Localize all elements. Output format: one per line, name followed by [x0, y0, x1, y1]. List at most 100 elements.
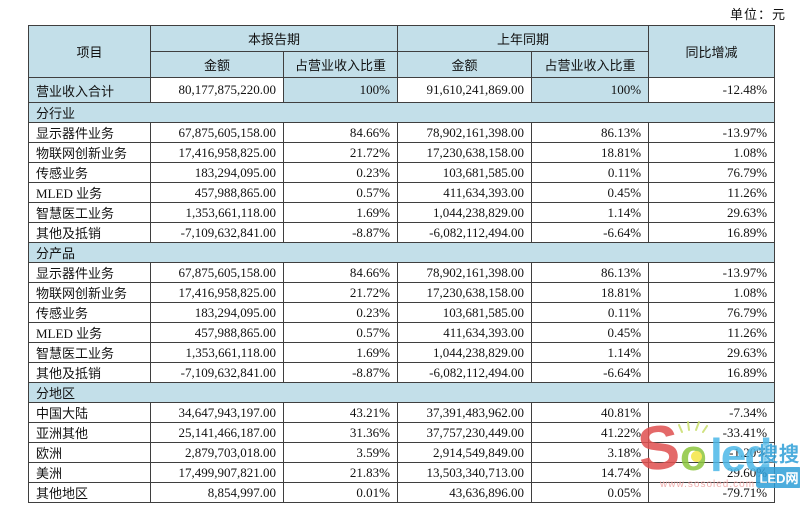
table-row: 显示器件业务 67,875,605,158.00 84.66% 78,902,161,…: [28, 122, 776, 143]
cell-prior-share: 3.18%: [531, 442, 650, 463]
section-header: 分地区: [27, 382, 776, 403]
cell-prior-amount: 91,610,241,869.00: [397, 77, 533, 103]
cell-current-amount: 17,416,958,825.00: [150, 142, 284, 163]
cell-current-amount: 457,988,865.00: [150, 182, 284, 203]
row-label: 传感业务: [28, 302, 151, 323]
cell-current-amount: 67,875,605,158.00: [150, 262, 284, 283]
cell-prior-share: 86.13%: [531, 262, 650, 283]
cell-prior-amount: -6,082,112,494.00: [397, 362, 533, 383]
cell-yoy-change: -33.41%: [648, 422, 776, 443]
cell-current-share: 43.21%: [282, 402, 399, 423]
cell-current-amount: 8,854,997.00: [150, 482, 284, 503]
row-label: 其他地区: [28, 482, 151, 503]
cell-current-amount: 25,141,466,187.00: [150, 422, 284, 443]
cell-yoy-change: -13.97%: [648, 262, 776, 283]
cell-yoy-change: 16.89%: [648, 362, 776, 383]
cell-yoy-change: -13.97%: [648, 122, 776, 143]
cell-prior-amount: 2,914,549,849.00: [397, 442, 533, 463]
cell-yoy-change: 1.08%: [648, 142, 776, 163]
table-row: 其他地区 8,854,997.00 0.01% 43,636,896.00 0.05% -…: [28, 482, 776, 503]
row-label: 其他及抵销: [28, 362, 151, 383]
cell-current-share: 0.23%: [282, 162, 399, 183]
cell-current-share: 21.72%: [282, 142, 399, 163]
cell-current-amount: 34,647,943,197.00: [150, 402, 284, 423]
cell-prior-share: -6.64%: [531, 362, 650, 383]
cell-current-share: 100%: [282, 77, 399, 103]
cell-current-share: 21.72%: [282, 282, 399, 303]
table-row: 其他及抵销 -7,109,632,841.00 -8.87% -6,082,112,4…: [28, 222, 776, 243]
cell-prior-share: -6.64%: [531, 222, 650, 243]
cell-current-share: 21.83%: [282, 462, 399, 483]
table-row: 物联网创新业务 17,416,958,825.00 21.72% 17,230,638…: [28, 282, 776, 303]
cell-current-amount: 457,988,865.00: [150, 322, 284, 343]
unit-label: 单位：元: [729, 7, 786, 22]
table-row: MLED 业务 457,988,865.00 0.57% 411,634,393.00…: [28, 182, 776, 203]
table-row: 智慧医工业务 1,353,661,118.00 1.69% 1,044,238,829…: [28, 202, 776, 223]
table-row: 分地区: [27, 382, 776, 403]
col-header-item: 项目: [28, 25, 151, 78]
cell-current-amount: -7,109,632,841.00: [150, 222, 284, 243]
cell-prior-amount: 17,230,638,158.00: [397, 282, 533, 303]
cell-current-share: 0.57%: [282, 322, 399, 343]
cell-prior-amount: -6,082,112,494.00: [397, 222, 533, 243]
cell-current-amount: 1,353,661,118.00: [150, 202, 284, 223]
cell-current-share: -8.87%: [282, 362, 399, 383]
table-row: 中国大陆 34,647,943,197.00 43.21% 37,391,483,96…: [28, 402, 776, 423]
cell-current-share: 31.36%: [282, 422, 399, 443]
table-row: 传感业务 183,294,095.00 0.23% 103,681,585.00 0.1…: [28, 162, 776, 183]
row-label: 欧洲: [28, 442, 151, 463]
col-header-prior-period: 上年同期: [397, 25, 650, 52]
cell-prior-share: 86.13%: [531, 122, 650, 143]
cell-current-share: 0.01%: [282, 482, 399, 503]
row-label: 显示器件业务: [28, 122, 151, 143]
cell-prior-amount: 1,044,238,829.00: [397, 342, 533, 363]
cell-prior-share: 40.81%: [531, 402, 650, 423]
table-row: 智慧医工业务 1,353,661,118.00 1.69% 1,044,238,829…: [28, 342, 776, 363]
cell-yoy-change: -1.20%: [648, 442, 776, 463]
report-table: 项目 本报告期 上年同期 同比增减 金额 占营业收入比重 金额 占营业收入比重 营业收入合计 80…: [27, 25, 776, 503]
row-label: 物联网创新业务: [28, 142, 151, 163]
cell-current-amount: 183,294,095.00: [150, 162, 284, 183]
col-header-share-prior: 占营业收入比重: [531, 51, 650, 78]
cell-prior-amount: 43,636,896.00: [397, 482, 533, 503]
cell-yoy-change: 76.79%: [648, 162, 776, 183]
table-row: 美洲 17,499,907,821.00 21.83% 13,503,340,713.…: [28, 462, 776, 483]
cell-prior-share: 41.22%: [531, 422, 650, 443]
cell-prior-amount: 411,634,393.00: [397, 182, 533, 203]
cell-current-share: 84.66%: [282, 122, 399, 143]
cell-prior-amount: 37,391,483,962.00: [397, 402, 533, 423]
cell-prior-share: 1.14%: [531, 342, 650, 363]
col-header-yoy-change: 同比增减: [648, 25, 776, 78]
cell-prior-amount: 78,902,161,398.00: [397, 122, 533, 143]
table-row: 亚洲其他 25,141,466,187.00 31.36% 37,757,230,44…: [28, 422, 776, 443]
cell-prior-share: 0.11%: [531, 162, 650, 183]
table-row: MLED 业务 457,988,865.00 0.57% 411,634,393.00…: [28, 322, 776, 343]
cell-prior-share: 14.74%: [531, 462, 650, 483]
col-header-amount-prior: 金额: [397, 51, 533, 78]
cell-prior-amount: 103,681,585.00: [397, 302, 533, 323]
row-label: 传感业务: [28, 162, 151, 183]
row-label: 其他及抵销: [28, 222, 151, 243]
cell-yoy-change: 29.60%: [648, 462, 776, 483]
cell-yoy-change: 29.63%: [648, 342, 776, 363]
cell-current-share: 0.57%: [282, 182, 399, 203]
row-label: 美洲: [28, 462, 151, 483]
row-label: 亚洲其他: [28, 422, 151, 443]
table-row: 欧洲 2,879,703,018.00 3.59% 2,914,549,849.00 3…: [28, 442, 776, 463]
table-row: 其他及抵销 -7,109,632,841.00 -8.87% -6,082,112,4…: [28, 362, 776, 383]
col-header-current-period: 本报告期: [149, 25, 399, 52]
cell-prior-share: 18.81%: [531, 282, 650, 303]
row-label: 显示器件业务: [28, 262, 151, 283]
col-header-share-current: 占营业收入比重: [282, 51, 399, 78]
row-label: 智慧医工业务: [28, 342, 151, 363]
table-row: 分行业: [27, 102, 776, 123]
cell-yoy-change: 1.08%: [648, 282, 776, 303]
cell-prior-share: 0.11%: [531, 302, 650, 323]
col-header-amount-current: 金额: [150, 51, 284, 78]
row-label: 智慧医工业务: [28, 202, 151, 223]
cell-yoy-change: -79.71%: [648, 482, 776, 503]
cell-prior-amount: 17,230,638,158.00: [397, 142, 533, 163]
row-label: MLED 业务: [28, 182, 151, 203]
cell-current-share: 84.66%: [282, 262, 399, 283]
table-row: 显示器件业务 67,875,605,158.00 84.66% 78,902,161,…: [28, 262, 776, 283]
